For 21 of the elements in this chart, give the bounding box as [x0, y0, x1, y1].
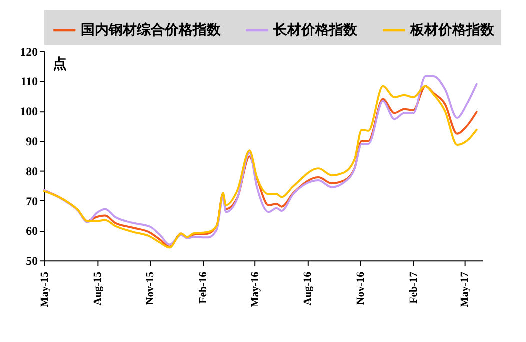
legend-label: 长材价格指数 — [272, 22, 358, 38]
x-tick-label: May-15 — [38, 271, 51, 308]
y-tick-label: 80 — [26, 164, 38, 178]
legend-label: 国内钢材综合价格指数 — [80, 21, 222, 38]
legend-label: 板材价格指数 — [410, 22, 496, 38]
y-tick-label: 90 — [26, 134, 38, 149]
y-tick-label: 100 — [20, 104, 38, 119]
x-tick-label: Nov-16 — [355, 271, 368, 306]
y-axis-title: 点 — [52, 56, 67, 72]
x-tick-label: May-16 — [249, 271, 262, 308]
x-tick-label: Aug-16 — [302, 271, 314, 306]
x-tick-label: Feb-16 — [198, 271, 210, 304]
x-tick-label: Nov-15 — [144, 271, 157, 306]
x-tick-label: Aug-15 — [92, 271, 104, 306]
y-tick-label: 110 — [20, 74, 38, 89]
y-tick-label: 60 — [26, 224, 38, 238]
x-tick-label: May-17 — [459, 271, 472, 308]
x-tick-label: Feb-17 — [408, 271, 420, 304]
y-tick-label: 120 — [20, 44, 38, 59]
y-tick-label: 50 — [26, 254, 38, 268]
y-tick-label: 70 — [26, 194, 38, 208]
